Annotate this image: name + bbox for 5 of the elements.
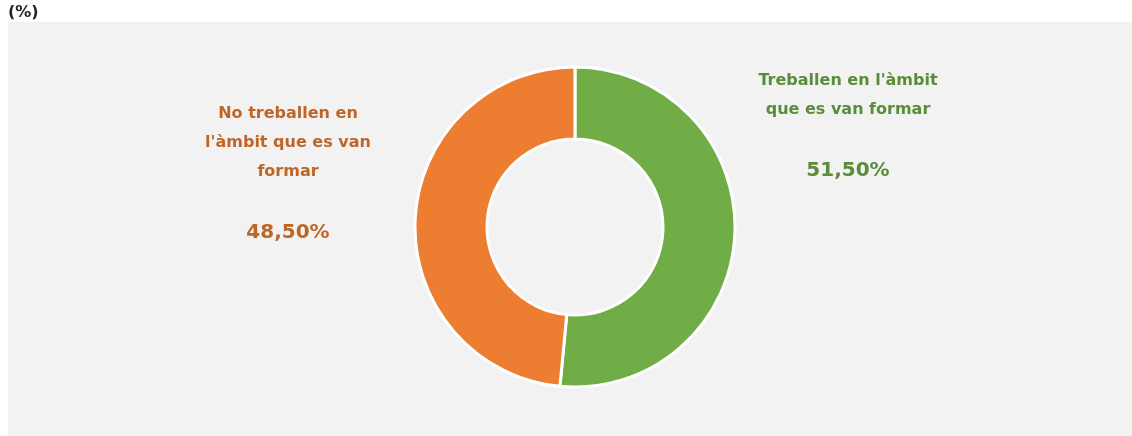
slice-label: No treballen en l'àmbit que es van formar [205,102,371,180]
slice-label: Treballen en l'àmbit que es van formar [758,69,938,118]
data-label: 51,50% [806,156,890,181]
text: (%) [8,1,39,21]
data-label: 48,50% [246,218,330,243]
